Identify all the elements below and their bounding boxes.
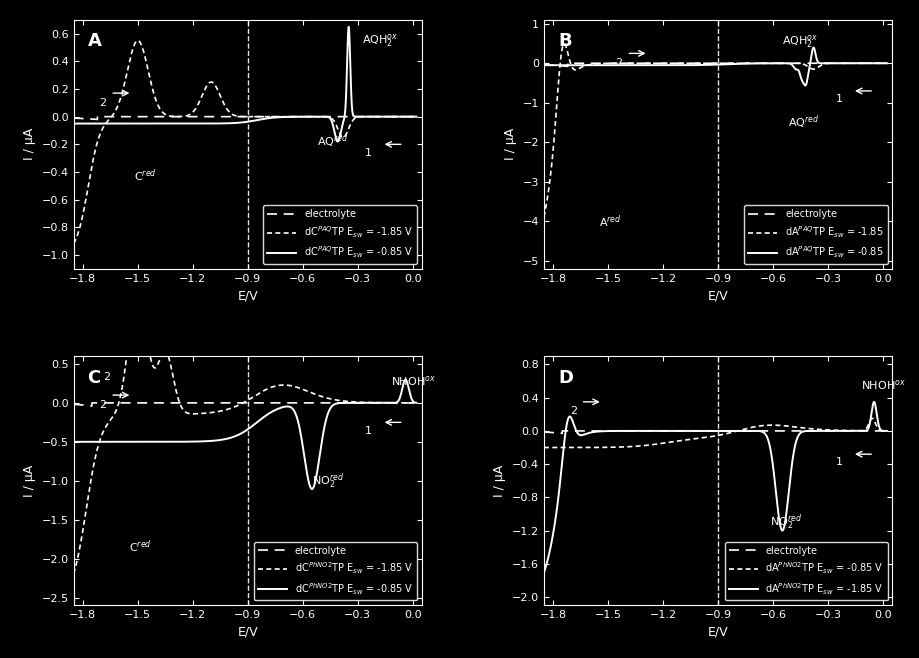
Text: 2: 2 [99,399,107,409]
Text: NHOH$^{ox}$: NHOH$^{ox}$ [860,378,905,392]
Text: 1: 1 [834,457,842,467]
Text: NO$_2^{red}$: NO$_2^{red}$ [768,513,800,532]
Text: 2: 2 [615,58,622,68]
X-axis label: E/V: E/V [707,290,728,303]
Text: AQH$_2^{ox}$: AQH$_2^{ox}$ [781,33,818,50]
Text: AQ$^{red}$: AQ$^{red}$ [317,133,348,151]
Y-axis label: I / μA: I / μA [23,128,36,161]
Text: 1: 1 [365,426,371,436]
Text: A: A [87,32,101,50]
Text: 2: 2 [99,97,107,107]
Y-axis label: I / μA: I / μA [504,128,516,161]
Y-axis label: I / μA: I / μA [23,465,36,497]
Legend: electrolyte, dA$^{PAQ}$TP E$_{sw}$ = -1.85, dA$^{PAQ}$TP E$_{sw}$ = -0.85: electrolyte, dA$^{PAQ}$TP E$_{sw}$ = -1.… [743,205,887,264]
X-axis label: E/V: E/V [707,626,728,639]
Text: B: B [557,32,571,50]
Text: AQ$^{red}$: AQ$^{red}$ [787,114,819,132]
Text: D: D [557,368,573,387]
Text: 2: 2 [103,372,110,382]
Text: C$^{red}$: C$^{red}$ [129,539,152,555]
Legend: electrolyte, dC$^{PhNO2}$TP E$_{sw}$ = -1.85 V, dC$^{PhNO2}$TP E$_{sw}$ = -0.85 : electrolyte, dC$^{PhNO2}$TP E$_{sw}$ = -… [254,542,416,601]
Text: A$^{red}$: A$^{red}$ [598,213,621,230]
Text: NO$_2^{red}$: NO$_2^{red}$ [312,471,344,491]
Legend: electrolyte, dC$^{PAQ}$TP E$_{sw}$ = -1.85 V, dC$^{PAQ}$TP E$_{sw}$ = -0.85 V: electrolyte, dC$^{PAQ}$TP E$_{sw}$ = -1.… [263,205,416,264]
Y-axis label: I / μA: I / μA [493,465,505,497]
Text: AQH$_2^{ox}$: AQH$_2^{ox}$ [361,32,397,49]
Legend: electrolyte, dA$^{PhNO2}$TP E$_{sw}$ = -0.85 V, dA$^{PhNO2}$TP E$_{sw}$ = -1.85 : electrolyte, dA$^{PhNO2}$TP E$_{sw}$ = -… [724,542,887,601]
Text: C$^{red}$: C$^{red}$ [134,168,157,184]
X-axis label: E/V: E/V [237,290,258,303]
Text: 2: 2 [569,406,576,417]
Text: C: C [87,368,101,387]
Text: NHOH$^{ox}$: NHOH$^{ox}$ [391,374,436,388]
Text: 1: 1 [365,147,371,157]
X-axis label: E/V: E/V [237,626,258,639]
Text: 1: 1 [834,94,842,104]
